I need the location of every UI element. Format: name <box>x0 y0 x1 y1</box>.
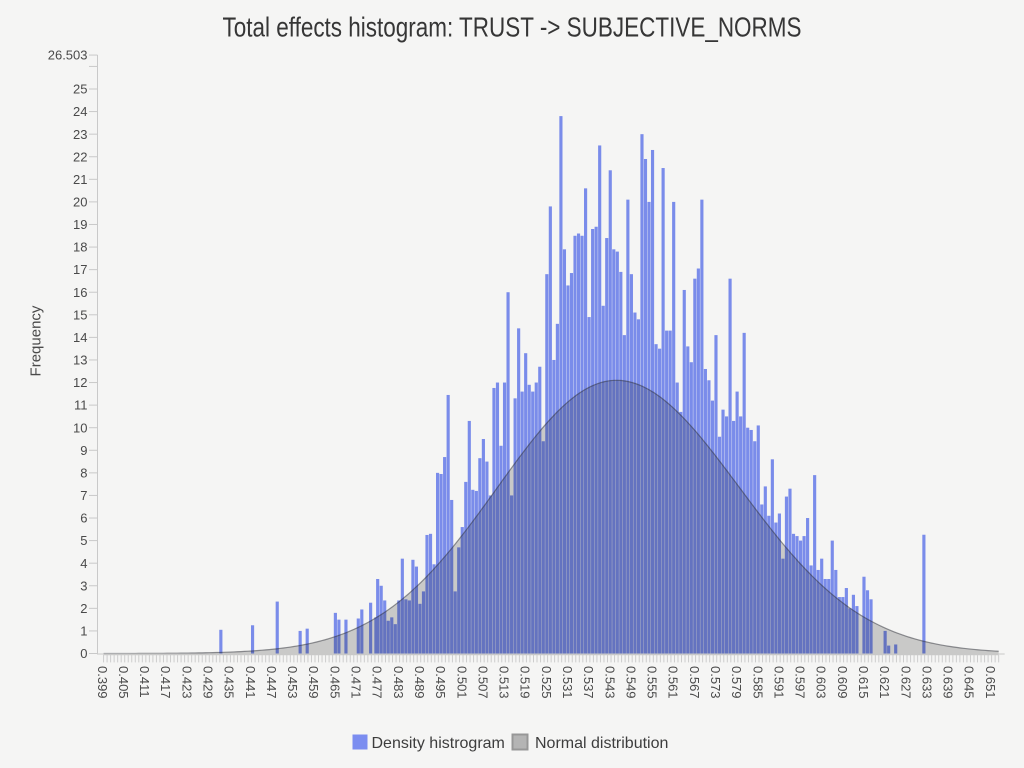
svg-text:0.471: 0.471 <box>349 666 364 699</box>
svg-text:5: 5 <box>80 533 87 548</box>
svg-text:0.483: 0.483 <box>391 666 406 699</box>
svg-text:12: 12 <box>73 375 87 390</box>
svg-text:0.477: 0.477 <box>370 666 385 699</box>
svg-text:0.627: 0.627 <box>898 666 913 699</box>
svg-text:25: 25 <box>73 82 87 97</box>
svg-text:21: 21 <box>73 172 87 187</box>
svg-text:4: 4 <box>80 556 87 571</box>
svg-text:7: 7 <box>80 488 87 503</box>
svg-text:9: 9 <box>80 443 87 458</box>
svg-text:0.573: 0.573 <box>708 666 723 699</box>
svg-text:0.645: 0.645 <box>962 666 977 699</box>
svg-text:0.603: 0.603 <box>814 666 829 699</box>
svg-text:19: 19 <box>73 217 87 232</box>
svg-text:20: 20 <box>73 195 87 210</box>
svg-text:0.399: 0.399 <box>95 666 110 699</box>
svg-text:26.503: 26.503 <box>48 48 88 63</box>
svg-text:Density histrogram: Density histrogram <box>372 735 505 752</box>
svg-text:0.435: 0.435 <box>222 666 237 699</box>
svg-text:15: 15 <box>73 307 87 322</box>
svg-text:0.519: 0.519 <box>518 666 533 699</box>
svg-text:0.579: 0.579 <box>729 666 744 699</box>
svg-text:0.549: 0.549 <box>623 666 638 699</box>
svg-text:0.537: 0.537 <box>581 666 596 699</box>
svg-text:13: 13 <box>73 353 87 368</box>
svg-text:0.621: 0.621 <box>877 666 892 699</box>
svg-text:0.429: 0.429 <box>201 666 216 699</box>
svg-text:8: 8 <box>80 465 87 480</box>
svg-text:0.633: 0.633 <box>919 666 934 699</box>
svg-text:0.591: 0.591 <box>771 666 786 699</box>
svg-text:0.465: 0.465 <box>327 666 342 699</box>
svg-text:10: 10 <box>73 420 87 435</box>
svg-text:0.495: 0.495 <box>433 666 448 699</box>
svg-text:0.507: 0.507 <box>475 666 490 699</box>
svg-text:0.489: 0.489 <box>412 666 427 699</box>
svg-text:11: 11 <box>74 398 88 413</box>
svg-text:24: 24 <box>73 104 87 119</box>
svg-text:0.447: 0.447 <box>264 666 279 699</box>
svg-text:22: 22 <box>73 149 87 164</box>
svg-text:0.417: 0.417 <box>158 666 173 699</box>
svg-text:0.459: 0.459 <box>306 666 321 699</box>
svg-text:0.423: 0.423 <box>179 666 194 699</box>
svg-text:0.639: 0.639 <box>941 666 956 699</box>
svg-text:16: 16 <box>73 285 87 300</box>
svg-text:1: 1 <box>80 624 87 639</box>
svg-text:Total effects histogram: TRUST: Total effects histogram: TRUST -> SUBJEC… <box>223 12 802 43</box>
svg-text:0.651: 0.651 <box>983 666 998 699</box>
svg-text:0.543: 0.543 <box>602 666 617 699</box>
svg-text:0.531: 0.531 <box>560 666 575 699</box>
svg-text:0.585: 0.585 <box>750 666 765 699</box>
svg-text:6: 6 <box>80 511 87 526</box>
svg-text:0.525: 0.525 <box>539 666 554 699</box>
svg-text:0: 0 <box>80 646 87 661</box>
svg-text:Normal distribution: Normal distribution <box>535 735 668 752</box>
svg-text:0.615: 0.615 <box>856 666 871 699</box>
svg-text:0.597: 0.597 <box>793 666 808 699</box>
svg-text:18: 18 <box>73 240 87 255</box>
svg-text:0.411: 0.411 <box>137 666 152 698</box>
svg-text:0.441: 0.441 <box>243 666 258 699</box>
svg-text:0.609: 0.609 <box>835 666 850 699</box>
svg-text:17: 17 <box>73 262 87 277</box>
svg-text:0.561: 0.561 <box>666 666 681 699</box>
svg-text:14: 14 <box>73 330 87 345</box>
svg-text:0.513: 0.513 <box>497 666 512 699</box>
svg-text:0.501: 0.501 <box>454 666 469 699</box>
svg-text:0.555: 0.555 <box>645 666 660 699</box>
svg-text:Frequency: Frequency <box>28 305 45 376</box>
svg-text:0.567: 0.567 <box>687 666 702 699</box>
svg-text:3: 3 <box>80 578 87 593</box>
svg-text:2: 2 <box>80 601 87 616</box>
svg-text:23: 23 <box>73 127 87 142</box>
svg-text:0.405: 0.405 <box>116 666 131 699</box>
svg-text:0.453: 0.453 <box>285 666 300 699</box>
